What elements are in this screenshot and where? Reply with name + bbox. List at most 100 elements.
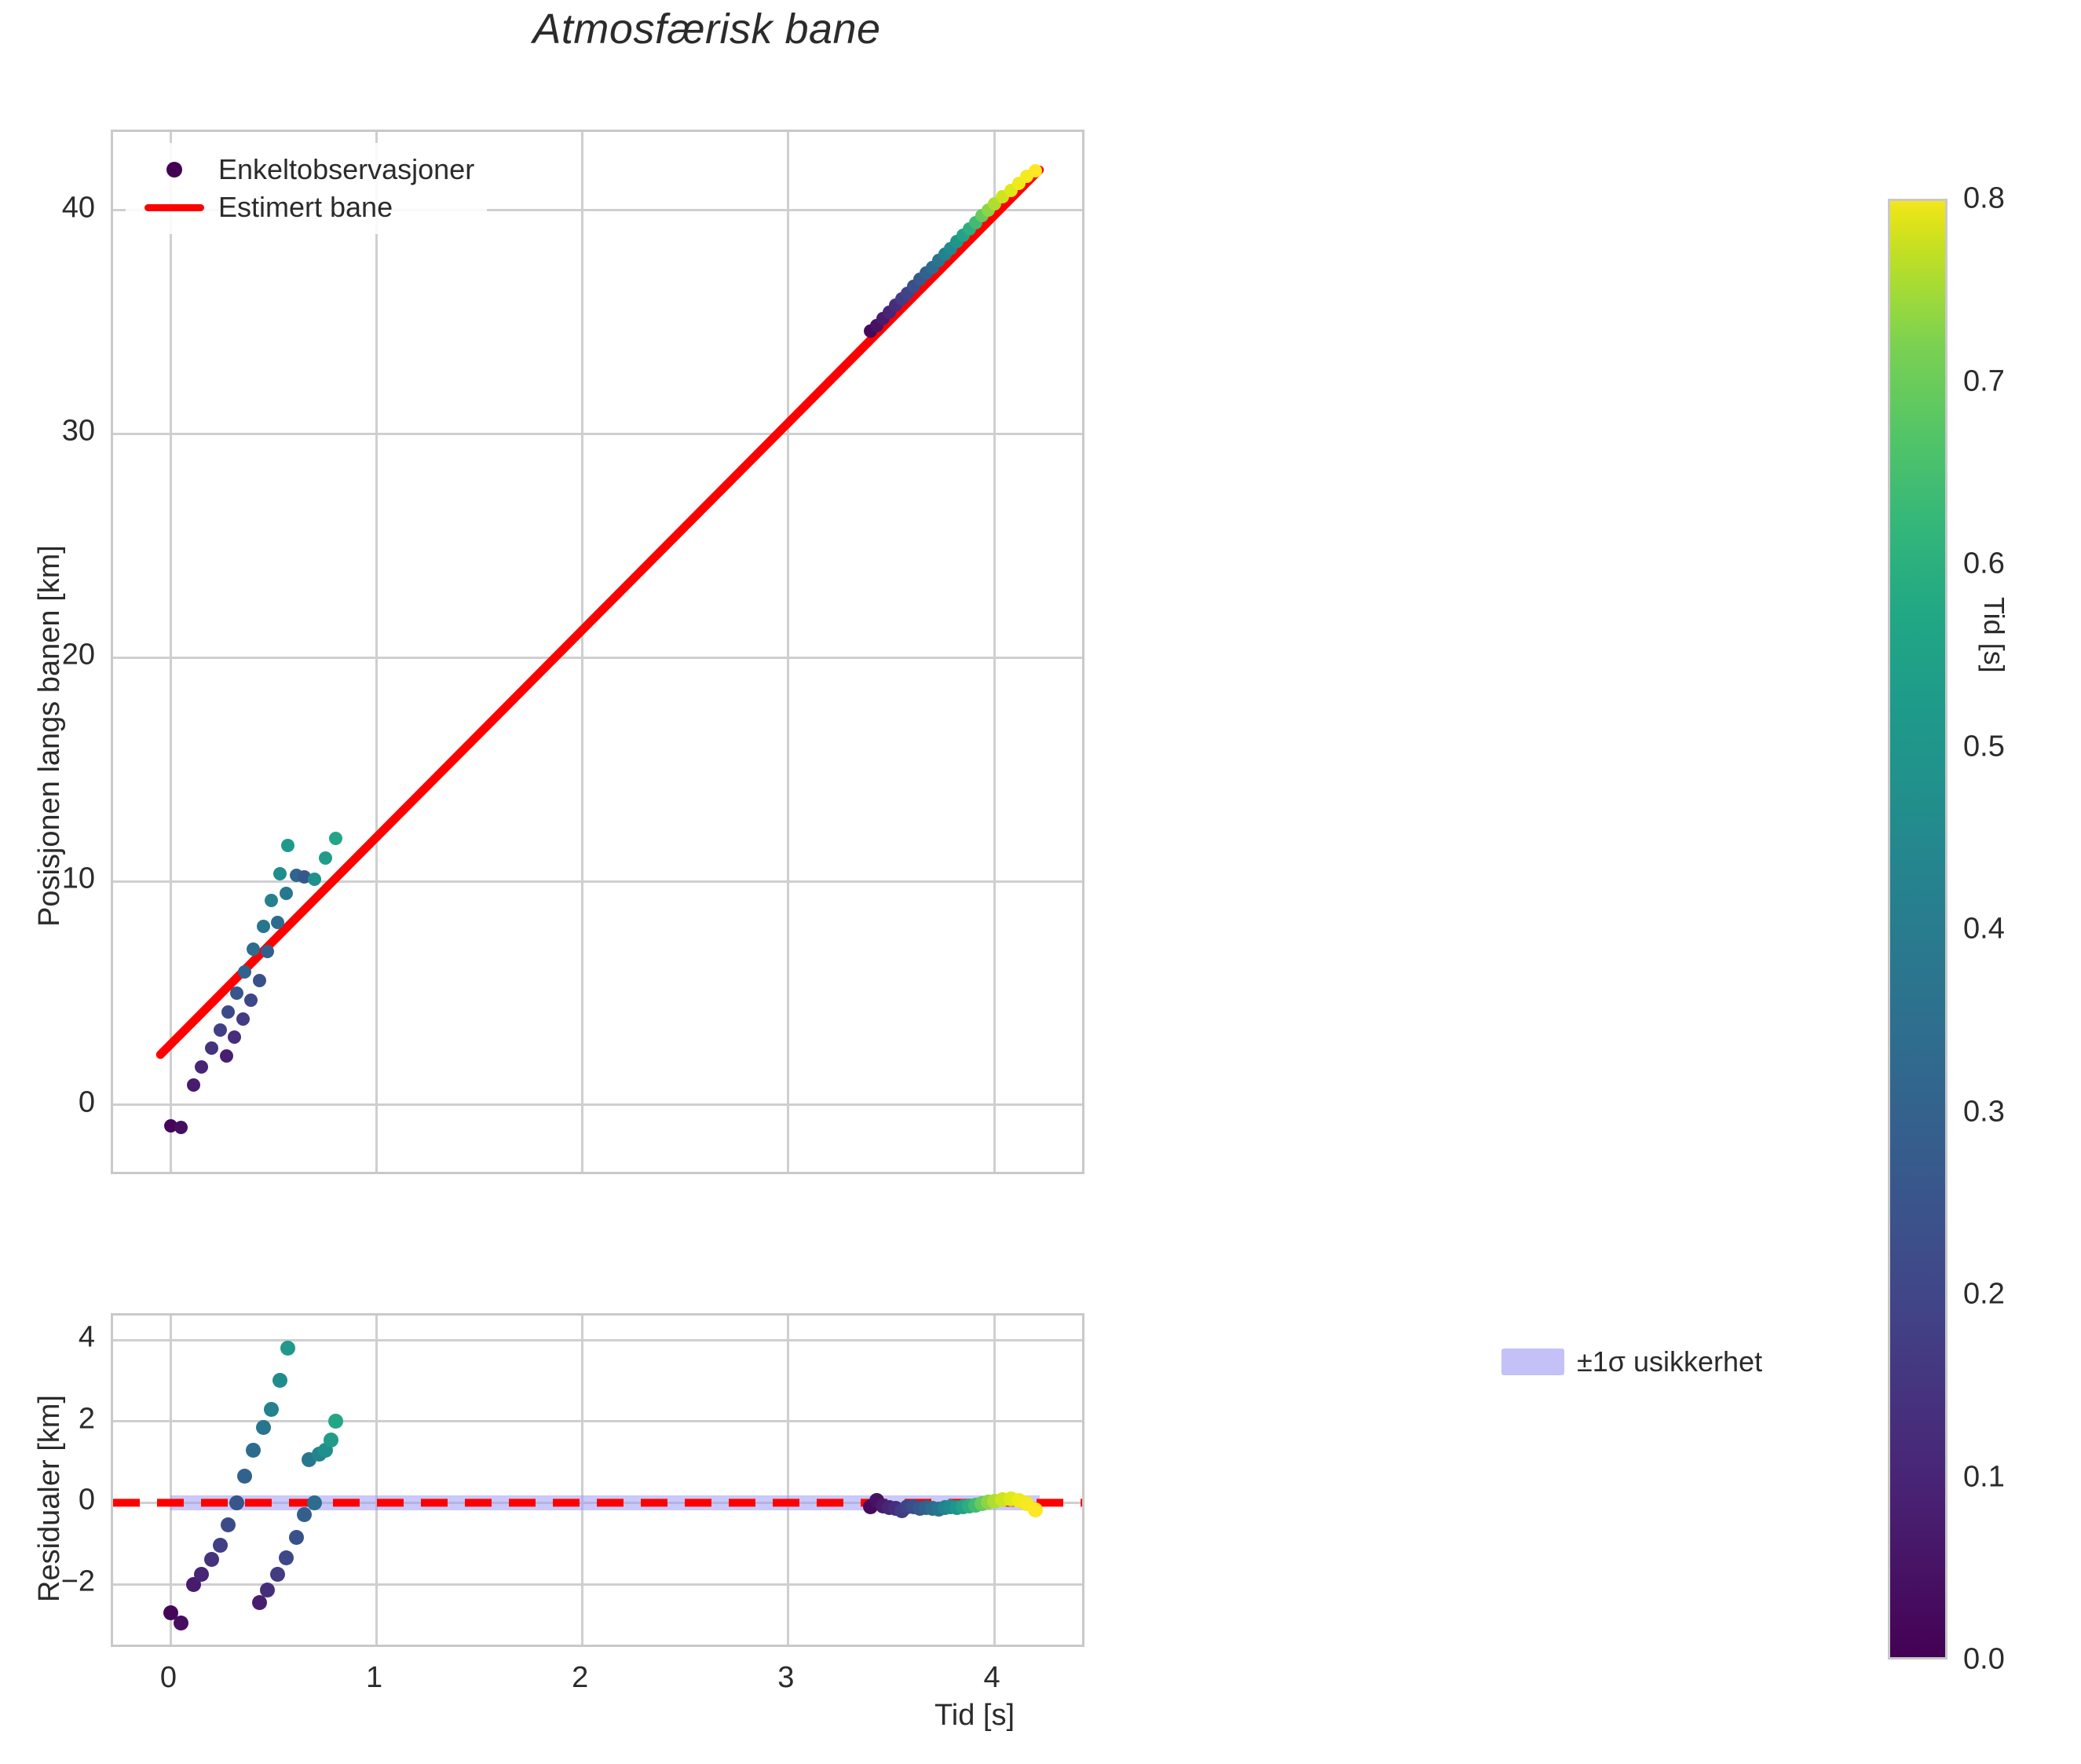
gridline-vertical <box>787 1316 790 1645</box>
scatter-point <box>255 1420 271 1436</box>
gridline-horizontal <box>113 1103 1082 1107</box>
scatter-point <box>163 1119 177 1133</box>
gridline-vertical <box>581 1316 584 1645</box>
y-tick-label: 0 <box>78 1085 95 1119</box>
scatter-point <box>1028 164 1042 178</box>
main-legend: Enkeltobservasjoner Estimert bane <box>126 143 488 234</box>
gridline-vertical <box>787 132 790 1172</box>
scatter-point <box>278 1550 294 1565</box>
main-y-axis-label: Posisjonen langs banen [km] <box>33 545 66 927</box>
gridline-horizontal <box>113 209 1082 212</box>
legend-item-label: Enkeltobservasjoner <box>218 153 475 185</box>
scatter-point <box>219 1049 233 1063</box>
residual-plot-panel <box>111 1313 1084 1647</box>
scatter-point <box>308 872 322 886</box>
estimated-trajectory-line <box>155 165 1044 1059</box>
gridline-horizontal <box>113 1583 1082 1586</box>
x-tick-label: 0 <box>159 1661 177 1694</box>
scatter-point <box>213 1023 227 1037</box>
residual-legend: ±1σ usikkerhet <box>1484 1335 1776 1389</box>
gridline-horizontal <box>113 432 1082 435</box>
legend-item[interactable]: Estimert bane <box>138 188 474 226</box>
legend-band-patch-icon <box>1501 1349 1564 1375</box>
colorbar-wrap: 0.0 0.1 0.2 0.3 0.4 0.5 0.6 0.7 0.8 <box>1888 182 2005 1676</box>
y-tick-label: 20 <box>61 638 95 672</box>
gridline-vertical <box>993 1316 996 1645</box>
residual-plot-area <box>113 1316 1082 1645</box>
x-tick-label: 4 <box>983 1661 1000 1694</box>
scatter-point <box>307 1495 323 1510</box>
gridline-vertical <box>375 1316 379 1645</box>
x-tick-label: 1 <box>365 1661 383 1694</box>
scatter-point <box>281 839 295 852</box>
gridline-horizontal <box>113 1420 1082 1423</box>
colorbar-tick-label: 0.2 <box>1963 1277 2005 1311</box>
main-plot-panel <box>111 130 1084 1174</box>
scatter-point <box>318 851 332 865</box>
scatter-point <box>280 1340 296 1356</box>
gridline-vertical <box>581 132 584 1172</box>
colorbar-tick-label: 0.8 <box>1963 181 2005 215</box>
residual-y-axis-label: Residualer [km] <box>33 1395 66 1602</box>
scatter-point <box>186 1078 200 1092</box>
colorbar-tick-label: 0.0 <box>1963 1642 2005 1676</box>
scatter-point <box>236 1012 250 1026</box>
main-plot-area <box>113 132 1082 1172</box>
scatter-point <box>252 974 266 988</box>
scatter-point <box>238 964 252 979</box>
scatter-point <box>204 1552 220 1568</box>
scatter-point <box>237 1469 253 1484</box>
scatter-point <box>194 1566 210 1582</box>
gridline-vertical <box>993 132 996 1172</box>
colorbar-tick-label: 0.4 <box>1963 912 2005 946</box>
scatter-point <box>297 1507 313 1523</box>
legend-item-label: Estimert bane <box>218 191 393 223</box>
scatter-point <box>228 1030 242 1044</box>
x-tick-label: 3 <box>777 1661 795 1694</box>
colorbar-tick-label: 0.3 <box>1963 1095 2005 1128</box>
scatter-point <box>264 1401 280 1417</box>
legend-marker-dot-icon <box>166 162 182 177</box>
y-tick-label: 40 <box>61 191 95 225</box>
x-tick-label: 2 <box>572 1661 589 1694</box>
y-tick-label: 30 <box>61 414 95 448</box>
colorbar-gradient <box>1888 199 1948 1660</box>
scatter-point <box>221 1005 236 1019</box>
legend-item[interactable]: ±1σ usikkerhet <box>1497 1343 1762 1381</box>
scatter-point <box>288 1529 304 1545</box>
scatter-point <box>261 945 275 959</box>
scatter-point <box>245 1442 261 1458</box>
scatter-point <box>174 1615 188 1630</box>
scatter-point <box>212 1538 228 1554</box>
colorbar-title: Tid [s] <box>1978 597 2010 673</box>
scatter-point <box>251 1594 267 1610</box>
scatter-point <box>270 1566 286 1582</box>
gridline-vertical <box>375 132 379 1172</box>
y-tick-label: 4 <box>78 1320 95 1354</box>
scatter-point <box>205 1041 219 1055</box>
scatter-point <box>260 1583 276 1598</box>
legend-line-icon <box>144 203 204 211</box>
gridline-horizontal <box>113 880 1082 883</box>
gridline-horizontal <box>113 1338 1082 1341</box>
scatter-point <box>174 1120 188 1134</box>
scatter-point <box>298 869 312 884</box>
page-title: Atmosfærisk bane <box>532 5 881 53</box>
scatter-point <box>229 986 243 1000</box>
y-tick-label: 2 <box>78 1402 95 1436</box>
scatter-point <box>244 993 258 1007</box>
scatter-point <box>324 1432 339 1447</box>
scatter-point <box>279 887 293 901</box>
scatter-point <box>272 1373 287 1389</box>
scatter-point <box>195 1059 209 1074</box>
scatter-point <box>328 832 342 846</box>
x-axis-label: Tid [s] <box>934 1699 1015 1732</box>
scatter-point <box>1027 1502 1043 1518</box>
scatter-point <box>256 919 270 933</box>
scatter-point <box>229 1495 244 1510</box>
legend-item[interactable]: Enkeltobservasjoner <box>138 151 474 188</box>
y-tick-label: 10 <box>61 862 95 895</box>
gridline-vertical <box>169 1316 172 1645</box>
y-tick-label: 0 <box>78 1483 95 1517</box>
